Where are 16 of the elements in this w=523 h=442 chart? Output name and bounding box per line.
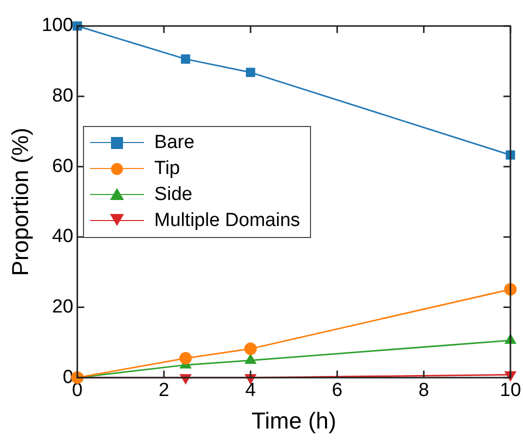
x-tick-label: 10 <box>500 380 522 402</box>
y-tick-label: 20 <box>52 296 74 318</box>
legend-label: Bare <box>154 130 194 155</box>
x-axis-title: Time (h) <box>251 408 336 434</box>
y-tick-label: 100 <box>42 15 74 36</box>
y-tick-label: 40 <box>52 226 74 248</box>
legend-label: Tip <box>154 156 180 181</box>
legend-label: Multiple Domains <box>154 208 300 233</box>
legend-label: Side <box>154 182 192 207</box>
x-tick-label: 8 <box>418 380 430 402</box>
x-tick-label: 6 <box>332 380 342 402</box>
y-tick-label: 80 <box>52 86 74 107</box>
y-axis-title: Proportion (%) <box>7 128 34 276</box>
x-tick-label: 2 <box>158 380 170 402</box>
y-tick-label: 60 <box>52 156 74 177</box>
x-tick-label: 4 <box>245 380 256 402</box>
